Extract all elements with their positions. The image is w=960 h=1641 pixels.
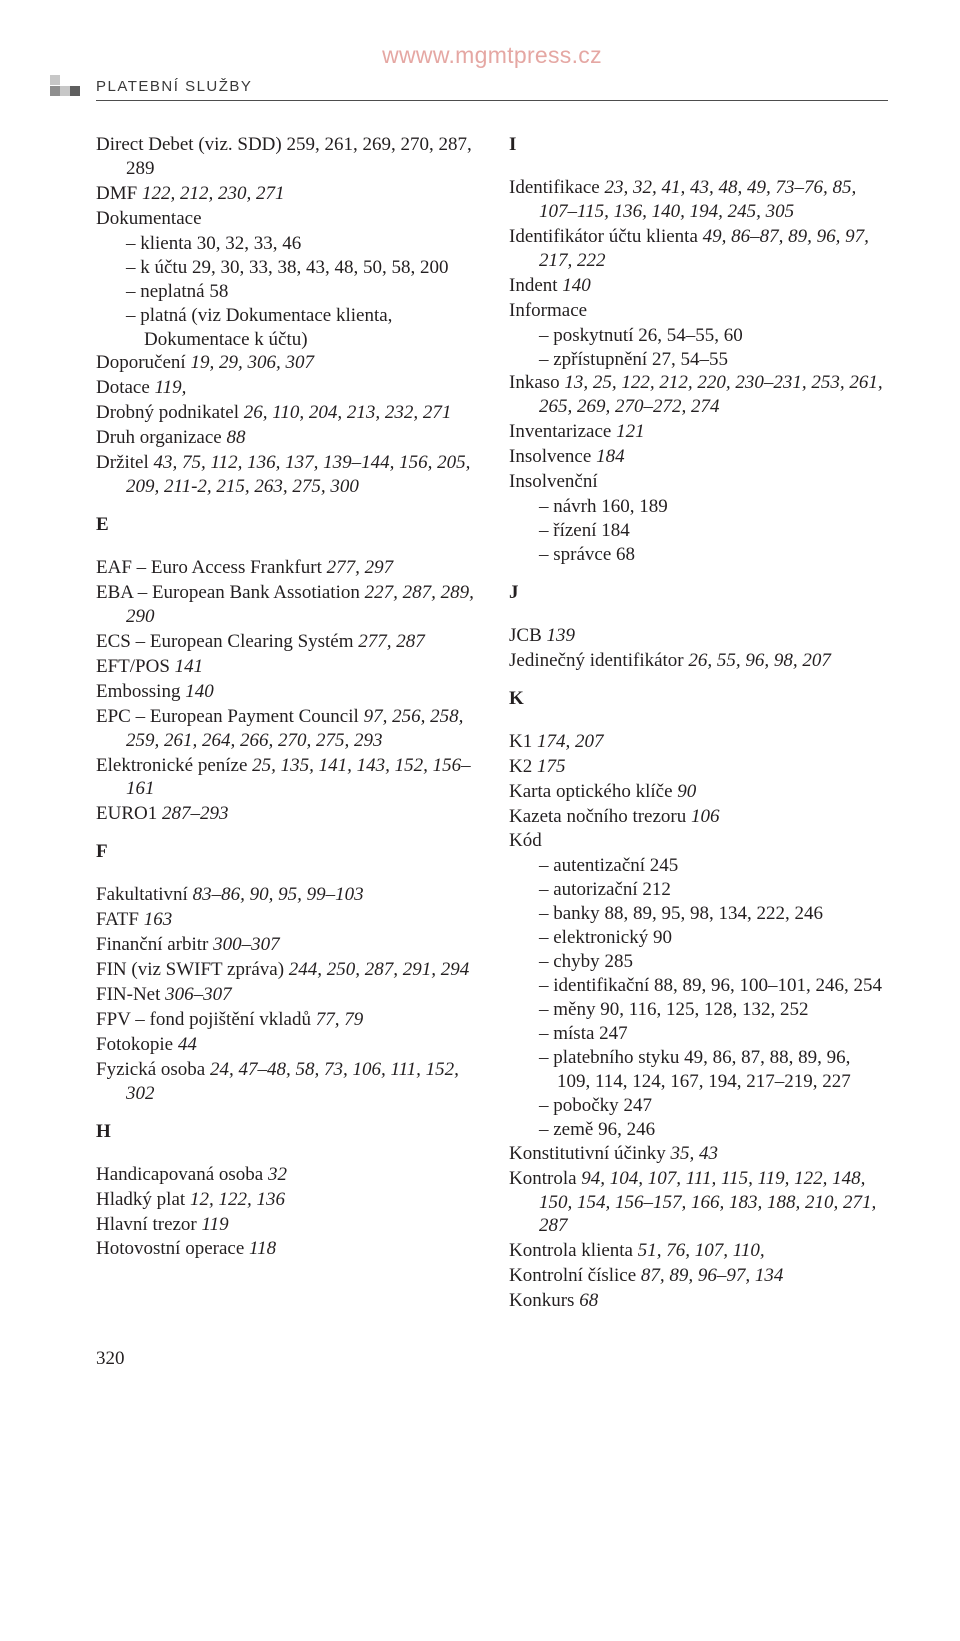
- index-entry: Elektronické peníze 25, 135, 141, 143, 1…: [96, 754, 475, 802]
- index-entry: Direct Debet (viz. SDD) 259, 261, 269, 2…: [96, 133, 475, 181]
- index-entry: Inventarizace 121: [509, 420, 888, 444]
- section-title: PLATEBNÍ SLUŽBY: [96, 78, 252, 95]
- index-subentry: – neplatná 58: [96, 280, 475, 304]
- index-entry: FIN (viz SWIFT zpráva) 244, 250, 287, 29…: [96, 958, 475, 982]
- index-entry: Hotovostní operace 118: [96, 1237, 475, 1261]
- index-subentry: – měny 90, 116, 125, 128, 132, 252: [509, 998, 888, 1022]
- index-entry: ECS – European Clearing Systém 277, 287: [96, 630, 475, 654]
- index-entry: Fyzická osoba 24, 47–48, 58, 73, 106, 11…: [96, 1058, 475, 1106]
- index-entry: Insolvence 184: [509, 445, 888, 469]
- index-entry: Konstitutivní účinky 35, 43: [509, 1142, 888, 1166]
- index-entry: Informace: [509, 299, 888, 323]
- index-entry: EFT/POS 141: [96, 655, 475, 679]
- index-subentry: – autentizační 245: [509, 854, 888, 878]
- index-entry: Hlavní trezor 119: [96, 1213, 475, 1237]
- index-subentry: – pobočky 247: [509, 1094, 888, 1118]
- index-entry: Inkaso 13, 25, 122, 212, 220, 230–231, 2…: [509, 371, 888, 419]
- index-entry: K2 175: [509, 755, 888, 779]
- index-entry: Držitel 43, 75, 112, 136, 137, 139–144, …: [96, 451, 475, 499]
- index-subentry: – autorizační 212: [509, 878, 888, 902]
- index-subentry: – platná (viz Dokumentace klienta, Dokum…: [96, 304, 475, 352]
- index-subentry: – elektronický 90: [509, 926, 888, 950]
- index-entry: Fotokopie 44: [96, 1033, 475, 1057]
- index-entry: Indent 140: [509, 274, 888, 298]
- index-subentry: – návrh 160, 189: [509, 495, 888, 519]
- index-subentry: – správce 68: [509, 543, 888, 567]
- index-entry: FATF 163: [96, 908, 475, 932]
- index-entry: Konkurs 68: [509, 1289, 888, 1313]
- index-entry: Embossing 140: [96, 680, 475, 704]
- index-entry: EPC – European Payment Council 97, 256, …: [96, 705, 475, 753]
- index-entry: Dotace 119,: [96, 376, 475, 400]
- page-number: 320: [96, 1348, 888, 1370]
- index-entry: EAF – Euro Access Frankfurt 277, 297: [96, 556, 475, 580]
- index-column-right: I Identifikace 23, 32, 41, 43, 48, 49, 7…: [509, 133, 888, 1314]
- index-entry: Druh organizace 88: [96, 426, 475, 450]
- index-letter: J: [509, 581, 888, 605]
- index-entry: Kontrolní číslice 87, 89, 96–97, 134: [509, 1264, 888, 1288]
- index-entry: Kód: [509, 829, 888, 853]
- index-subentry: – místa 247: [509, 1022, 888, 1046]
- index-subentry: – platebního styku 49, 86, 87, 88, 89, 9…: [509, 1046, 888, 1094]
- index-entry: Hladký plat 12, 122, 136: [96, 1188, 475, 1212]
- page-header: PLATEBNÍ SLUŽBY: [96, 75, 888, 101]
- index-entry: Handicapovaná osoba 32: [96, 1163, 475, 1187]
- index-entry: Identifikace 23, 32, 41, 43, 48, 49, 73–…: [509, 176, 888, 224]
- index-subentry: – řízení 184: [509, 519, 888, 543]
- index-subentry: – poskytnutí 26, 54–55, 60: [509, 324, 888, 348]
- index-entry: EURO1 287–293: [96, 802, 475, 826]
- index-entry: Kontrola 94, 104, 107, 111, 115, 119, 12…: [509, 1167, 888, 1239]
- index-letter: K: [509, 687, 888, 711]
- index-entry: Fakultativní 83–86, 90, 95, 99–103: [96, 883, 475, 907]
- index-entry: Dokumentace: [96, 207, 475, 231]
- index-column-left: Direct Debet (viz. SDD) 259, 261, 269, 2…: [96, 133, 475, 1314]
- index-subentry: – identifikační 88, 89, 96, 100–101, 246…: [509, 974, 888, 998]
- index-entry: Doporučení 19, 29, 306, 307: [96, 351, 475, 375]
- index-entry: Kontrola klienta 51, 76, 107, 110,: [509, 1239, 888, 1263]
- index-entry: FIN-Net 306–307: [96, 983, 475, 1007]
- index-entry: FPV – fond pojištění vkladů 77, 79: [96, 1008, 475, 1032]
- index-letter: I: [509, 133, 888, 157]
- index-subentry: – klienta 30, 32, 33, 46: [96, 232, 475, 256]
- index-entry: DMF 122, 212, 230, 271: [96, 182, 475, 206]
- watermark-link: wwww.mgmtpress.cz: [96, 42, 888, 69]
- index-letter: F: [96, 840, 475, 864]
- index-entry: Insolvenční: [509, 470, 888, 494]
- index-entry: Karta optického klíče 90: [509, 780, 888, 804]
- index-letter: H: [96, 1120, 475, 1144]
- index-entry: Identifikátor účtu klienta 49, 86–87, 89…: [509, 225, 888, 273]
- index-entry: EBA – European Bank Assotiation 227, 287…: [96, 581, 475, 629]
- index-entry: K1 174, 207: [509, 730, 888, 754]
- logo-icon: [50, 75, 82, 97]
- index-subentry: – banky 88, 89, 95, 98, 134, 222, 246: [509, 902, 888, 926]
- index-entry: JCB 139: [509, 624, 888, 648]
- index-subentry: – k účtu 29, 30, 33, 38, 43, 48, 50, 58,…: [96, 256, 475, 280]
- index-subentry: – chyby 285: [509, 950, 888, 974]
- index-entry: Kazeta nočního trezoru 106: [509, 805, 888, 829]
- index-entry: Jedinečný identifikátor 26, 55, 96, 98, …: [509, 649, 888, 673]
- index-subentry: – země 96, 246: [509, 1118, 888, 1142]
- index-letter: E: [96, 513, 475, 537]
- index-subentry: – zpřístupnění 27, 54–55: [509, 348, 888, 372]
- index-entry: Finanční arbitr 300–307: [96, 933, 475, 957]
- index-entry: Drobný podnikatel 26, 110, 204, 213, 232…: [96, 401, 475, 425]
